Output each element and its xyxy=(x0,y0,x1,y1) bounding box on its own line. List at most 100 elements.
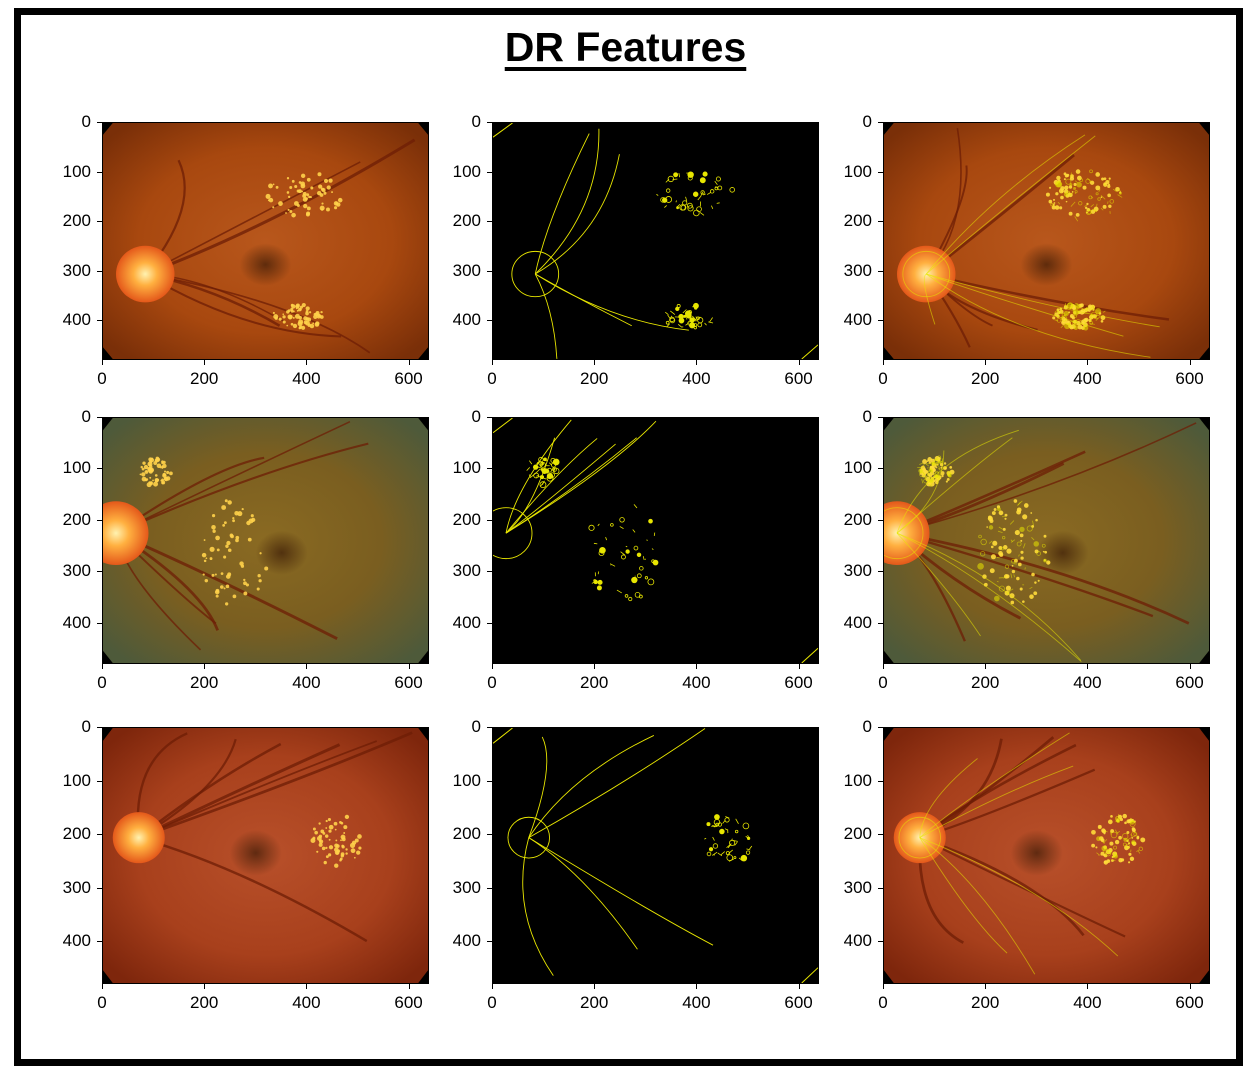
exudate xyxy=(306,177,311,182)
exudate xyxy=(275,185,279,189)
exudate xyxy=(943,462,947,465)
feature-edge xyxy=(941,460,944,464)
feature-blob xyxy=(680,204,687,211)
feature-blob xyxy=(1101,845,1108,852)
exudate xyxy=(202,573,205,576)
y-tick-label: 400 xyxy=(452,612,481,632)
exudate xyxy=(1118,835,1122,840)
feature-blob xyxy=(713,818,721,826)
y-tick-mark xyxy=(487,727,492,728)
feature-edge xyxy=(1074,180,1078,184)
exudate xyxy=(1107,184,1111,189)
y-tick-mark xyxy=(878,320,883,322)
exudate xyxy=(1084,206,1088,210)
exudate xyxy=(205,557,208,560)
feature-blob xyxy=(1002,535,1006,540)
exudate xyxy=(139,473,142,476)
exudate xyxy=(1034,549,1039,554)
feature-blob xyxy=(634,591,641,598)
exudate xyxy=(990,554,996,560)
feature-edge xyxy=(712,836,715,841)
feature-edge xyxy=(530,473,536,478)
exudate xyxy=(344,814,350,820)
y-tick-label: 0 xyxy=(471,717,481,736)
y-tick-label: 100 xyxy=(843,458,872,478)
exudate xyxy=(328,178,333,183)
feature-blob xyxy=(1130,820,1135,825)
feature-edge xyxy=(1054,319,1059,322)
feature-blob xyxy=(1096,836,1101,842)
exudate xyxy=(298,315,302,320)
exudate xyxy=(306,206,311,211)
x-tick-label: 200 xyxy=(971,369,1000,388)
exudate xyxy=(1056,175,1061,181)
feature-blob xyxy=(1073,314,1078,318)
exudate xyxy=(1052,316,1056,320)
exudate xyxy=(358,846,362,850)
feature-blob xyxy=(1090,311,1098,319)
x-tick-mark xyxy=(306,984,308,989)
feature-blob xyxy=(693,323,698,327)
x-tick-label: 600 xyxy=(784,673,813,692)
exudate xyxy=(1114,839,1120,845)
exudate xyxy=(1068,185,1073,189)
exudate xyxy=(1117,814,1123,819)
exudate xyxy=(203,559,207,563)
feature-edge xyxy=(997,530,1003,534)
feature-blob xyxy=(1043,558,1047,563)
feature-blob xyxy=(1138,846,1144,851)
x-tick-mark xyxy=(492,360,493,365)
x-tick-mark xyxy=(306,360,308,365)
feature-edge xyxy=(678,314,682,318)
feature-blob xyxy=(597,579,603,585)
exudate xyxy=(287,208,290,211)
y-tick-label: 300 xyxy=(62,877,91,897)
exudate xyxy=(993,508,997,511)
feature-edge xyxy=(1070,172,1072,178)
feature-blob xyxy=(700,190,705,195)
edge-line xyxy=(528,837,714,946)
exudate xyxy=(1097,824,1102,829)
disc-edge xyxy=(493,507,533,560)
feature-edge xyxy=(697,195,702,201)
image-axes xyxy=(883,122,1210,360)
exudate xyxy=(291,179,295,183)
exudate xyxy=(1048,199,1053,204)
feature-blob xyxy=(624,594,629,598)
exudate xyxy=(147,466,152,472)
edge-line xyxy=(926,273,1124,337)
x-tick-mark xyxy=(696,984,698,989)
exudate xyxy=(1109,841,1114,846)
feature-edge xyxy=(529,460,533,465)
exudate xyxy=(224,499,228,503)
edge-line xyxy=(522,837,554,976)
feature-blob xyxy=(539,481,547,489)
edge-line xyxy=(926,273,1160,328)
y-tick-mark xyxy=(878,780,883,782)
exudate xyxy=(1037,579,1040,582)
exudate xyxy=(1011,569,1016,574)
feature-blob xyxy=(924,475,931,481)
y-tick-mark xyxy=(487,834,492,836)
exudate xyxy=(334,828,337,831)
feature-edge xyxy=(678,172,681,178)
edge-line xyxy=(925,135,1096,275)
exudate xyxy=(155,456,160,461)
y-tick-label: 0 xyxy=(862,112,872,131)
optic-disc xyxy=(112,812,165,864)
feature-edge xyxy=(670,310,676,315)
feature-blob xyxy=(685,312,692,319)
feature-edge xyxy=(685,322,690,326)
edge-line xyxy=(505,420,657,534)
y-tick-label: 100 xyxy=(62,458,91,478)
feature-edge xyxy=(717,852,723,857)
exudate xyxy=(258,579,262,583)
y-tick-label: 200 xyxy=(843,509,872,529)
exudate xyxy=(247,537,252,542)
exudate xyxy=(1020,539,1023,542)
feature-edge xyxy=(1092,304,1095,310)
fundus-image xyxy=(103,123,428,359)
feature-blob xyxy=(935,461,940,466)
feature-blob xyxy=(1110,831,1118,839)
y-tick-mark xyxy=(878,941,883,943)
